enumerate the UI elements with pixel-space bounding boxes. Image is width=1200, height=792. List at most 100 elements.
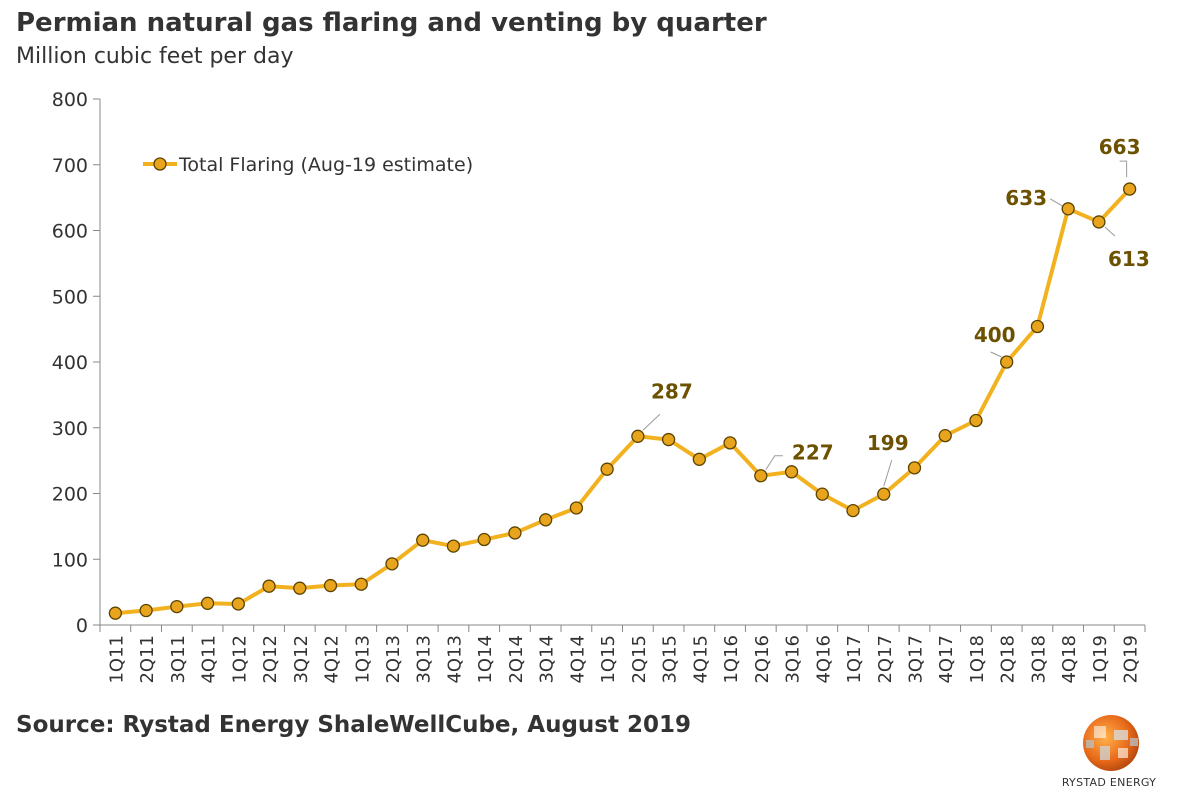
data-label: 613	[1108, 247, 1150, 271]
annotation-leader	[1119, 160, 1128, 178]
x-tick-label: 2Q13	[383, 635, 404, 684]
x-tick-label: 1Q11	[106, 635, 127, 684]
data-point	[1061, 202, 1075, 216]
data-point	[508, 526, 522, 540]
data-point	[1000, 355, 1014, 369]
x-tick-label: 3Q11	[168, 635, 189, 684]
source-note: Source: Rystad Energy ShaleWellCube, Aug…	[16, 712, 691, 738]
data-point	[385, 557, 399, 571]
data-label: 633	[1005, 186, 1047, 210]
data-point	[323, 578, 338, 593]
x-tick-label: 1Q13	[352, 635, 373, 684]
x-tick-label: 3Q13	[414, 635, 435, 684]
y-tick-label: 0	[76, 615, 88, 637]
chart-title: Permian natural gas flaring and venting …	[16, 8, 767, 38]
x-tick-label: 1Q19	[1090, 635, 1111, 684]
y-tick-label: 400	[52, 352, 88, 374]
x-tick-label: 3Q17	[905, 635, 926, 684]
data-point	[354, 577, 368, 591]
data-label: 199	[867, 431, 909, 455]
x-tick-label: 2Q17	[875, 635, 896, 684]
x-tick-label: 4Q14	[567, 635, 588, 684]
x-tick-label: 3Q12	[291, 635, 312, 684]
x-tick-label: 3Q18	[1028, 635, 1049, 684]
data-point	[846, 503, 860, 518]
annotation-leader	[990, 351, 1002, 358]
data-label: 287	[651, 379, 693, 403]
data-label: 663	[1099, 135, 1141, 159]
data-point	[907, 461, 922, 475]
data-point	[231, 597, 245, 611]
x-tick-label: 1Q16	[721, 635, 742, 684]
annotations-layer: 287 227 199 400 633 613 663	[642, 135, 1150, 487]
y-tick-label: 500	[52, 286, 88, 308]
y-tick-label: 800	[52, 89, 88, 111]
data-point	[1092, 215, 1106, 229]
x-tick-label: 3Q14	[537, 635, 558, 684]
data-point	[569, 501, 584, 515]
legend: Total Flaring (Aug-19 estimate)	[143, 154, 473, 176]
y-tick-label: 700	[52, 155, 88, 177]
data-point	[477, 532, 491, 547]
annotation-leader	[883, 460, 893, 487]
data-point	[600, 462, 614, 476]
x-tick-label: 4Q17	[936, 635, 957, 684]
data-point	[723, 436, 737, 450]
legend-label: Total Flaring (Aug-19 estimate)	[178, 154, 473, 176]
chart-axes: 0 100 200 300 400 500 600 700 800 1Q11 2Q11 3Q11 4Q1…	[52, 89, 1146, 684]
data-point	[815, 487, 829, 501]
x-tick-label: 4Q11	[199, 635, 220, 684]
logo-caption: RYSTAD ENERGY	[1061, 776, 1157, 789]
data-point	[446, 539, 461, 553]
data-point	[108, 606, 123, 620]
annotation-leader	[1104, 226, 1116, 237]
data-point	[416, 533, 430, 547]
x-tick-label: 2Q11	[137, 635, 158, 684]
x-tick-label: 2Q18	[998, 635, 1019, 684]
x-tick-label: 4Q16	[813, 635, 834, 684]
data-point	[969, 413, 983, 428]
x-tick-label: 4Q13	[444, 635, 465, 684]
x-tick-label: 4Q12	[322, 635, 343, 684]
data-point	[170, 599, 184, 614]
data-point	[692, 452, 706, 466]
data-point	[539, 513, 553, 527]
y-tick-label: 600	[52, 221, 88, 243]
x-tick-label: 1Q14	[475, 635, 496, 684]
rystad-energy-logo	[1083, 715, 1139, 771]
legend-marker	[153, 157, 167, 171]
series-layer	[108, 182, 1137, 620]
data-point	[200, 596, 215, 610]
data-point	[754, 469, 768, 483]
data-point	[139, 603, 153, 618]
x-tick-label: 3Q15	[660, 635, 681, 684]
data-point	[631, 429, 645, 443]
chart-subtitle: Million cubic feet per day	[16, 44, 294, 69]
x-tick-label: 1Q18	[967, 635, 988, 684]
x-tick-label: 1Q15	[598, 635, 619, 684]
data-label: 227	[792, 441, 834, 465]
data-point	[661, 432, 676, 447]
x-tick-label: 3Q16	[783, 635, 804, 684]
x-tick-label: 2Q12	[260, 635, 281, 684]
data-point	[1122, 182, 1137, 196]
data-point	[938, 428, 952, 443]
x-tick-label: 2Q19	[1121, 635, 1142, 684]
series-line	[115, 187, 1132, 616]
x-tick-label: 2Q16	[752, 635, 773, 684]
x-tick-label: 4Q15	[690, 635, 711, 684]
y-tick-label: 200	[52, 484, 88, 506]
x-tick-label: 2Q14	[506, 635, 527, 684]
data-point	[262, 579, 276, 593]
annotation-leader	[642, 413, 661, 431]
x-tick-label: 4Q18	[1059, 635, 1080, 684]
data-point	[1030, 319, 1045, 334]
y-tick-label: 100	[52, 549, 88, 571]
x-tick-label: 2Q15	[629, 635, 650, 684]
data-point	[293, 581, 307, 595]
data-point	[784, 465, 799, 479]
y-tick-label: 300	[52, 418, 88, 440]
data-label: 400	[974, 323, 1016, 347]
x-tick-label: 1Q17	[844, 635, 865, 684]
